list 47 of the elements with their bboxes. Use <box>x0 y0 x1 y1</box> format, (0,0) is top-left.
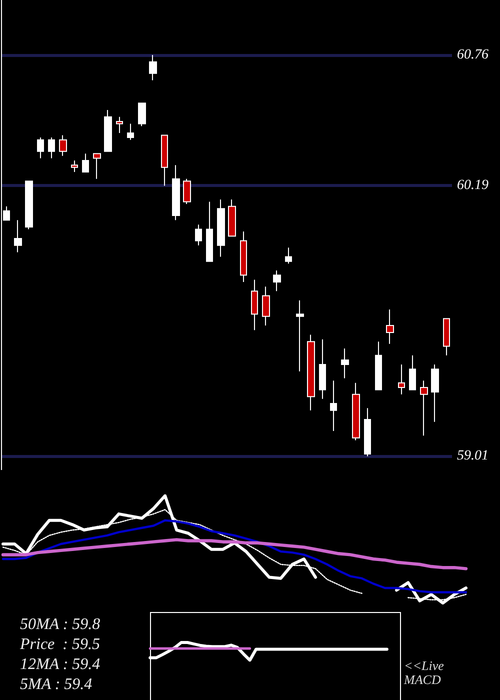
candlestick <box>217 198 225 258</box>
candlestick <box>251 279 258 331</box>
candlestick <box>127 123 134 140</box>
candlestick <box>364 408 371 457</box>
candlestick <box>206 201 213 262</box>
candlestick <box>341 348 349 379</box>
candlestick <box>431 364 439 422</box>
candlestick <box>352 382 360 441</box>
text: <<Live MACD <box>404 658 445 687</box>
candlestick <box>138 102 146 127</box>
candlestick <box>262 286 270 326</box>
candlestick <box>172 164 180 221</box>
candlestick <box>71 160 78 172</box>
candlestick <box>330 380 337 432</box>
candlestick <box>93 153 101 180</box>
text: Price : 59.5 <box>20 635 100 655</box>
candlestick <box>386 309 394 344</box>
candlestick <box>228 198 236 237</box>
candlestick <box>82 153 89 172</box>
candlestick <box>195 224 202 246</box>
candlestick <box>37 137 44 159</box>
candlestick <box>398 364 405 395</box>
candlestick <box>409 354 416 390</box>
text: 5MA : 59.4 <box>20 675 94 695</box>
candlestick <box>420 380 428 436</box>
candlestick <box>25 180 33 230</box>
text: 12MA : 59.4 <box>20 655 100 675</box>
candlestick <box>375 341 382 390</box>
candlestick <box>183 178 191 205</box>
candlestick <box>161 134 168 186</box>
candlestick <box>443 318 450 356</box>
candlestick <box>296 300 304 372</box>
y-tick-label: 60.19 <box>457 178 488 194</box>
candlestick <box>319 338 326 400</box>
candlestick <box>240 231 247 282</box>
candlestick <box>14 220 22 253</box>
candlestick <box>273 270 281 292</box>
candlestick <box>149 54 157 81</box>
candlestick <box>104 110 112 152</box>
candlestick <box>59 134 67 156</box>
candlestick <box>307 334 315 411</box>
candlestick <box>116 116 123 134</box>
y-tick-label: 60.76 <box>457 48 488 63</box>
y-tick-label: 59.01 <box>457 448 488 464</box>
text: 50MA : 59.8 <box>20 615 100 635</box>
candlestick <box>285 247 292 264</box>
candlestick <box>48 137 55 159</box>
